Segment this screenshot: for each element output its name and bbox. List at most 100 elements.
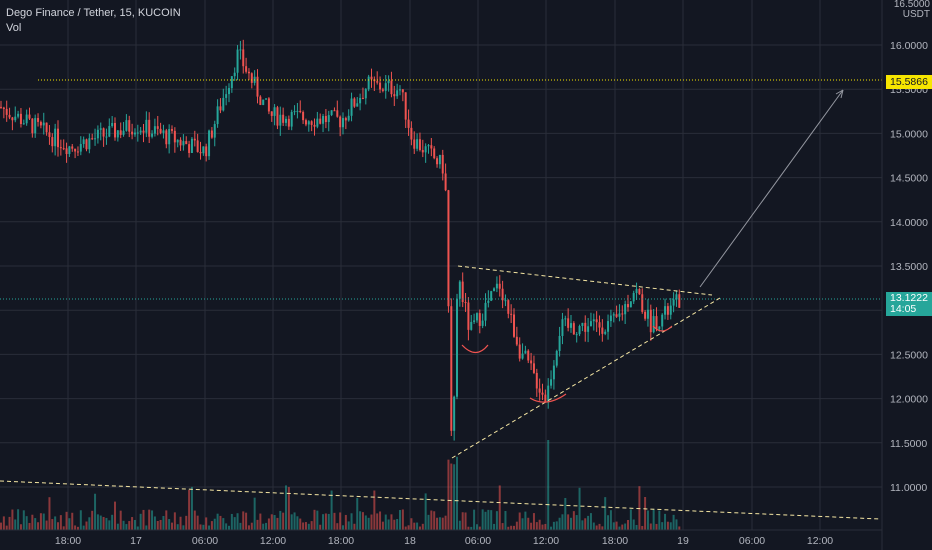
time-axis[interactable]: 18:00 17 06:00 12:00 18:00 18 06:00 12:00 18:00 1… xyxy=(0,529,882,547)
symbol-title[interactable]: Dego Finance / Tether, 15, KUCOIN xyxy=(6,7,181,19)
volume-bar xyxy=(356,497,359,530)
candle-body xyxy=(672,299,675,306)
volume-bar xyxy=(290,514,293,530)
volume-bar xyxy=(259,513,262,530)
candle-body xyxy=(367,76,370,90)
volume-bar xyxy=(25,516,28,530)
volume-bar xyxy=(333,512,336,530)
volume-bar xyxy=(265,522,268,530)
candle-body xyxy=(133,132,136,135)
candle-body xyxy=(5,108,8,115)
volume-bar xyxy=(418,526,421,530)
volume-bar xyxy=(99,515,102,530)
candle-body xyxy=(604,331,607,334)
volume-bar xyxy=(105,517,108,530)
volume-bar xyxy=(587,515,590,530)
price-tick-label: 12.5000 xyxy=(890,349,928,361)
candle-body xyxy=(487,300,490,303)
reference-price-label: 15.5866 xyxy=(886,75,932,89)
candle-body xyxy=(151,133,154,137)
candle-body xyxy=(336,110,339,117)
volume-bar xyxy=(57,522,59,530)
candle-body xyxy=(564,318,567,320)
volume-label: Vol xyxy=(6,22,22,34)
volume-bar xyxy=(493,523,496,530)
candle-body xyxy=(156,126,159,129)
candle-body xyxy=(535,372,538,389)
volume-bar xyxy=(376,513,379,530)
candle-body xyxy=(165,130,168,145)
volume-bar xyxy=(438,517,441,530)
candle-body xyxy=(578,326,581,335)
candle-body xyxy=(193,138,196,141)
volume-bar xyxy=(507,526,510,530)
volume-bar xyxy=(575,515,578,530)
candle-body xyxy=(467,302,470,330)
candle-body xyxy=(661,314,664,327)
time-tick-label: 12:00 xyxy=(807,535,833,547)
candle-body xyxy=(182,141,185,146)
volume-bars xyxy=(0,440,681,530)
price-tick-label: 14.0000 xyxy=(890,217,928,229)
left-arc xyxy=(461,344,489,354)
volume-bar xyxy=(524,511,527,530)
price-axis[interactable]: 16.000015.500015.000014.500014.000013.50… xyxy=(881,0,932,550)
candle-body xyxy=(629,301,632,308)
candle-body xyxy=(598,322,601,328)
candle-body xyxy=(108,126,111,137)
volume-bar xyxy=(664,513,667,530)
candle-body xyxy=(324,116,327,123)
candle-body xyxy=(79,143,82,152)
volume-bar xyxy=(390,514,393,530)
candle-body xyxy=(276,107,279,126)
volume-bar xyxy=(216,513,219,530)
volume-bar xyxy=(139,513,142,530)
volume-bar xyxy=(649,523,652,530)
candle-body xyxy=(74,148,77,152)
candle-body xyxy=(199,151,202,154)
volume-bar xyxy=(552,521,555,530)
volume-bar xyxy=(336,523,339,530)
volume-bar xyxy=(285,485,287,530)
volume-bar xyxy=(111,514,114,530)
candle-body xyxy=(162,130,165,133)
volume-bar xyxy=(581,520,584,530)
volume-bar xyxy=(410,518,413,530)
volume-bar xyxy=(62,526,65,530)
volume-bar xyxy=(230,513,233,530)
volume-bar xyxy=(253,497,256,530)
volume-bar xyxy=(661,522,664,530)
candle-body xyxy=(575,334,578,336)
candle-body xyxy=(31,118,34,134)
volume-bar xyxy=(108,520,111,530)
volume-bar xyxy=(635,524,638,530)
volume-bar xyxy=(28,522,31,530)
volume-bar xyxy=(256,519,259,530)
candle-body xyxy=(65,148,68,155)
volume-bar xyxy=(456,456,458,530)
candle-body xyxy=(359,97,362,104)
volume-bar xyxy=(510,525,513,530)
volume-bar xyxy=(399,510,401,530)
volume-bar xyxy=(416,522,419,530)
candle-body xyxy=(14,116,17,121)
volume-bar xyxy=(521,518,524,530)
volume-bar xyxy=(436,517,439,530)
candle-body xyxy=(513,314,515,337)
candle-body xyxy=(538,388,541,393)
volume-bar xyxy=(247,525,250,530)
candle-body xyxy=(57,128,59,148)
volume-bar xyxy=(678,526,681,530)
candle-body xyxy=(498,283,501,289)
candle-body xyxy=(85,139,88,150)
candle-body xyxy=(22,123,25,125)
volume-bar xyxy=(367,517,370,530)
volume-bar xyxy=(145,525,148,530)
volume-bar xyxy=(564,497,567,530)
candle-body xyxy=(250,73,253,83)
volume-bar xyxy=(91,510,94,530)
candle-body xyxy=(399,89,401,91)
candle-body xyxy=(228,88,230,95)
volume-bar xyxy=(387,519,390,530)
